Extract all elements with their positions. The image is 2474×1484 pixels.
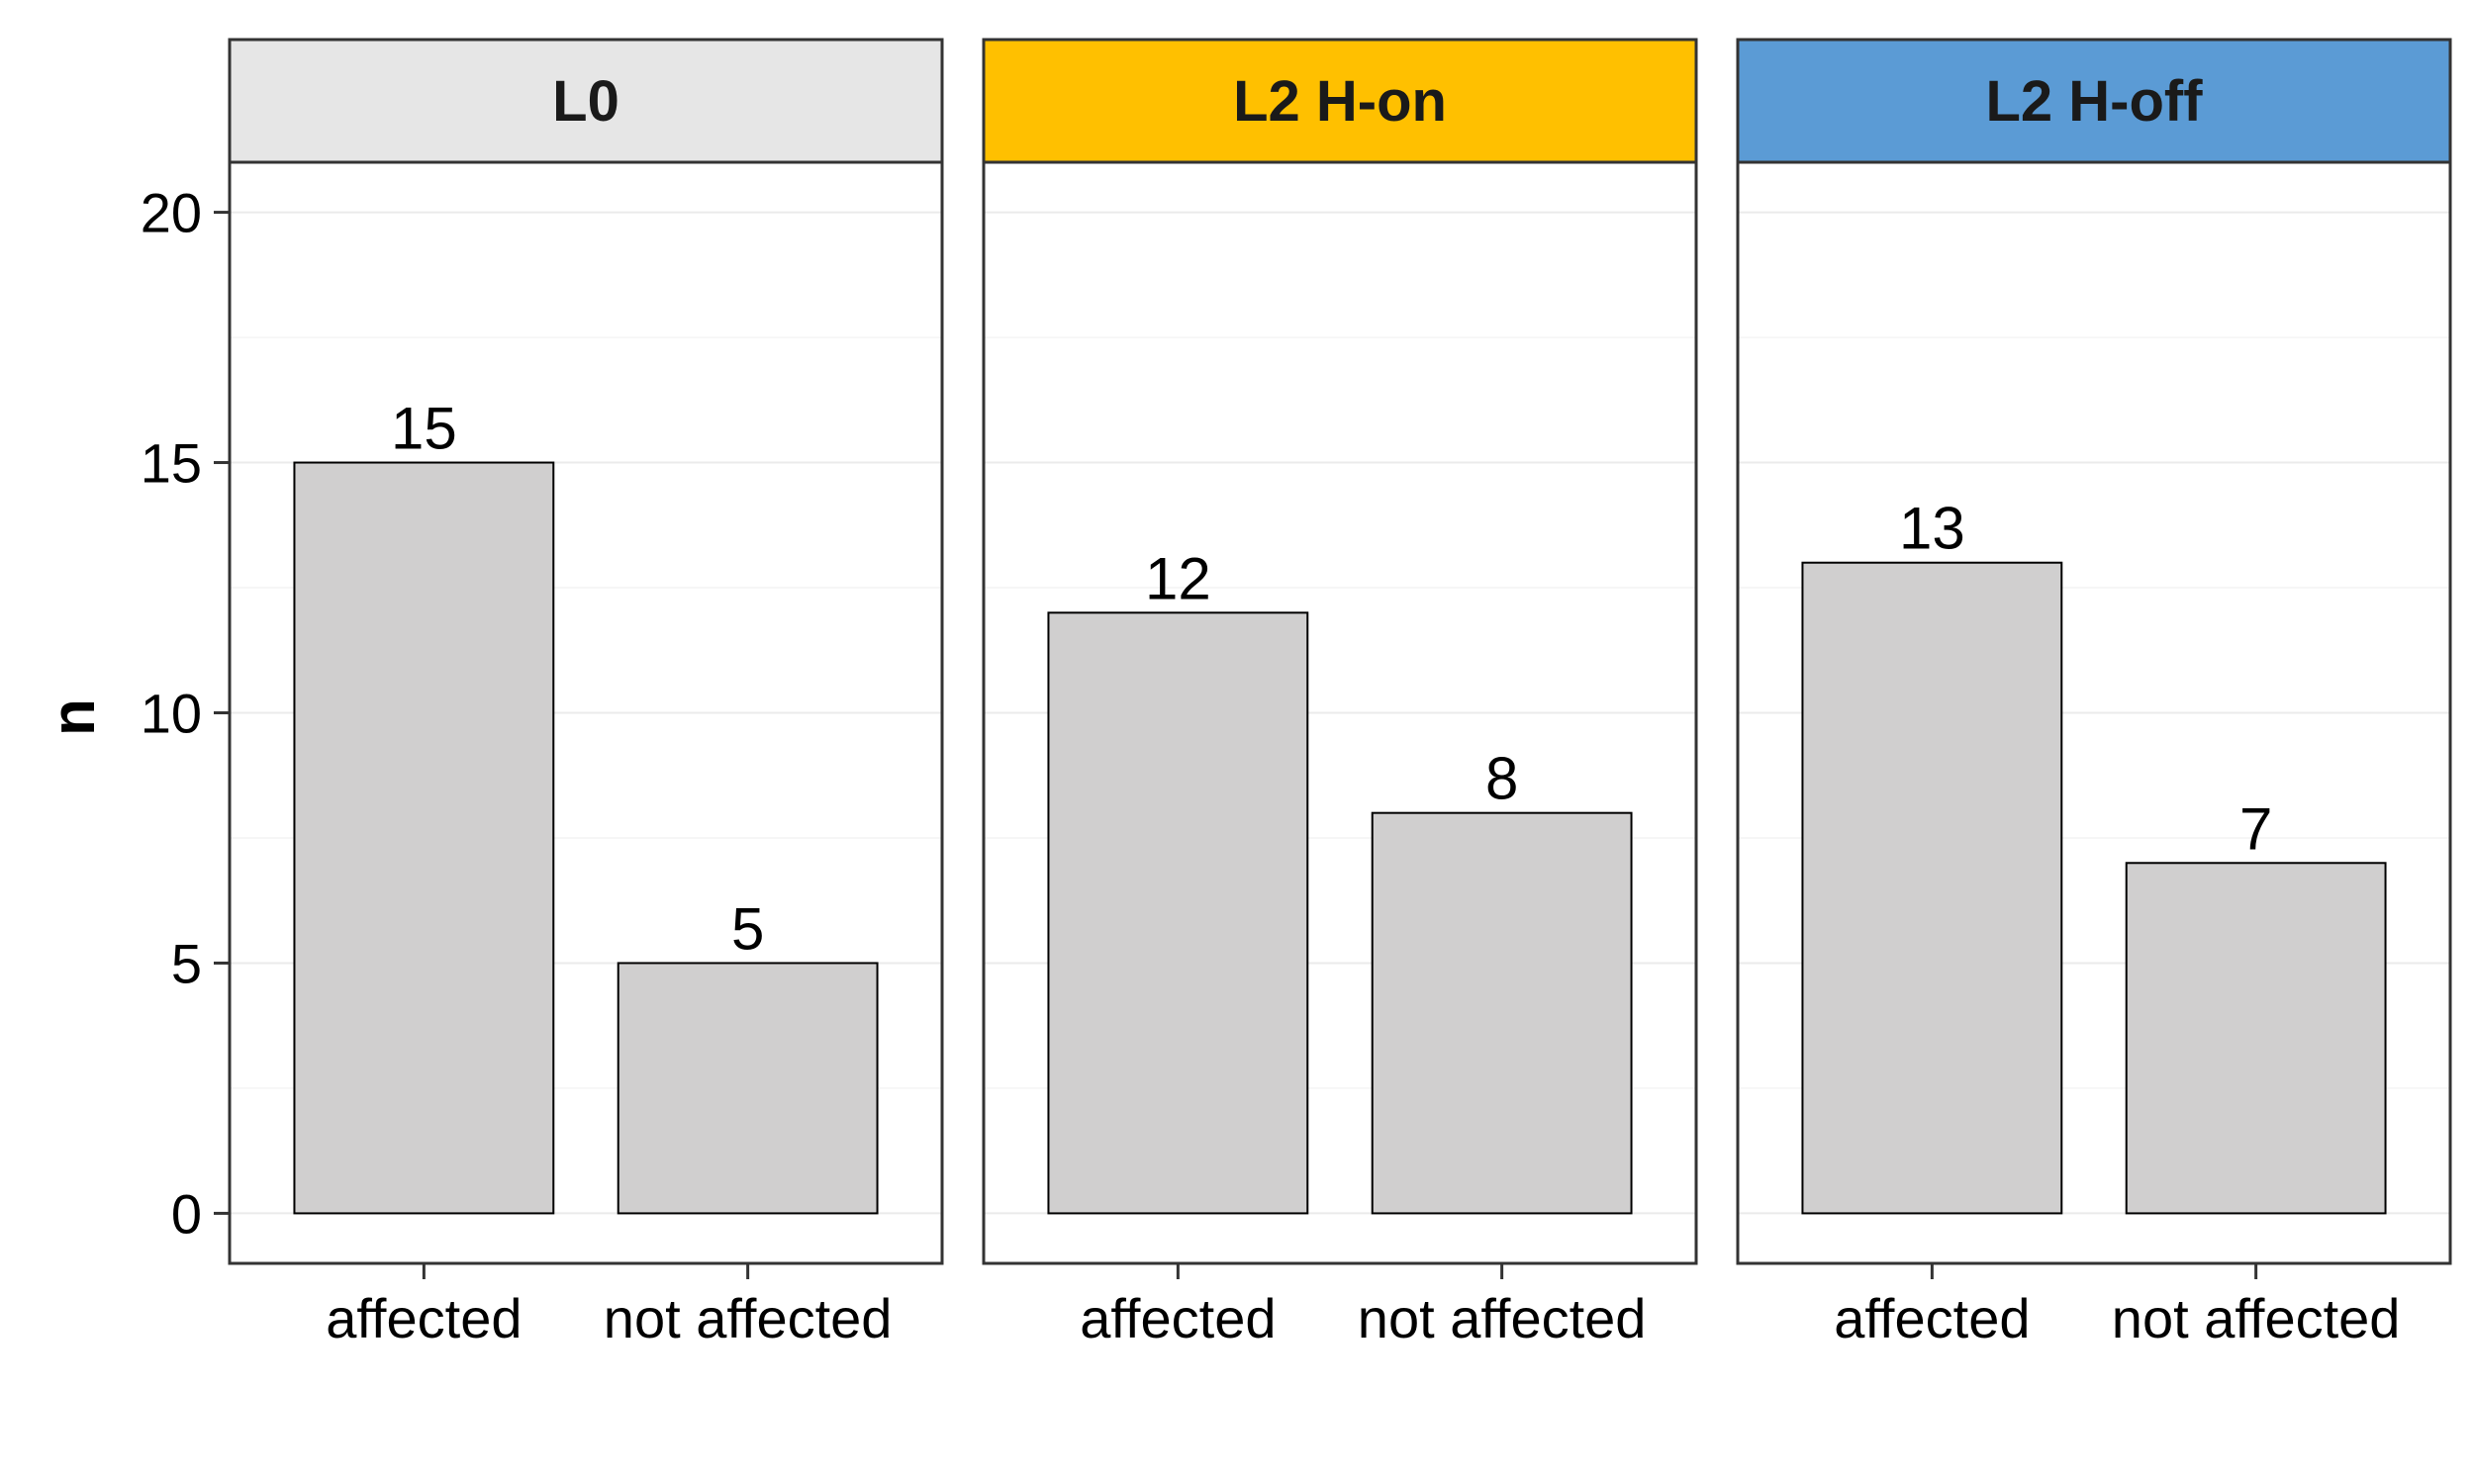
x-tick-label: affected: [1834, 1287, 2030, 1349]
y-tick-label: 5: [171, 932, 202, 994]
y-axis: 0 5 10 15 20: [141, 182, 230, 1245]
x-tick-label: not affected: [1358, 1287, 1647, 1349]
bar: [617, 962, 879, 1215]
facet-panel: 15 affected 5 not affected L0: [228, 38, 944, 1349]
bar-value-label: 5: [731, 895, 764, 962]
facet-strip-label: L2 H-off: [1985, 69, 2203, 134]
facet-strip-label: L0: [552, 69, 619, 134]
y-tick-label: 15: [141, 432, 202, 495]
bar-value-label: 13: [1899, 496, 1965, 562]
facet-strip: [228, 38, 944, 164]
y-tick-label: 0: [171, 1182, 202, 1245]
facet-strip: [1736, 38, 2452, 164]
bar-value-label: 7: [2239, 795, 2272, 862]
facet-panel: 12 affected 8 not affected L2 H-on: [982, 38, 1698, 1349]
bar: [293, 461, 555, 1215]
y-tick-label: 10: [141, 683, 202, 745]
x-tick-label: not affected: [604, 1287, 893, 1349]
bar: [1801, 561, 2063, 1215]
y-tick-label: 20: [141, 182, 202, 244]
bar-value-label: 15: [391, 396, 457, 462]
x-tick-label: not affected: [2112, 1287, 2401, 1349]
facet-strip: [982, 38, 1698, 164]
bar-value-label: 12: [1145, 545, 1211, 611]
bar: [1047, 611, 1309, 1215]
facet-panel: 13 affected 7 not affected L2 H-off: [1736, 38, 2452, 1349]
facet-panels: 15 affected 5 not affected L0 12 affected 8 not …: [141, 38, 2452, 1349]
x-tick-label: affected: [1080, 1287, 1276, 1349]
bar-value-label: 8: [1485, 746, 1518, 812]
facet-strip-label: L2 H-on: [1233, 69, 1447, 134]
bar: [1371, 811, 1633, 1215]
y-axis-title: n: [40, 698, 108, 736]
bar: [2125, 862, 2387, 1215]
x-tick-label: affected: [326, 1287, 522, 1349]
